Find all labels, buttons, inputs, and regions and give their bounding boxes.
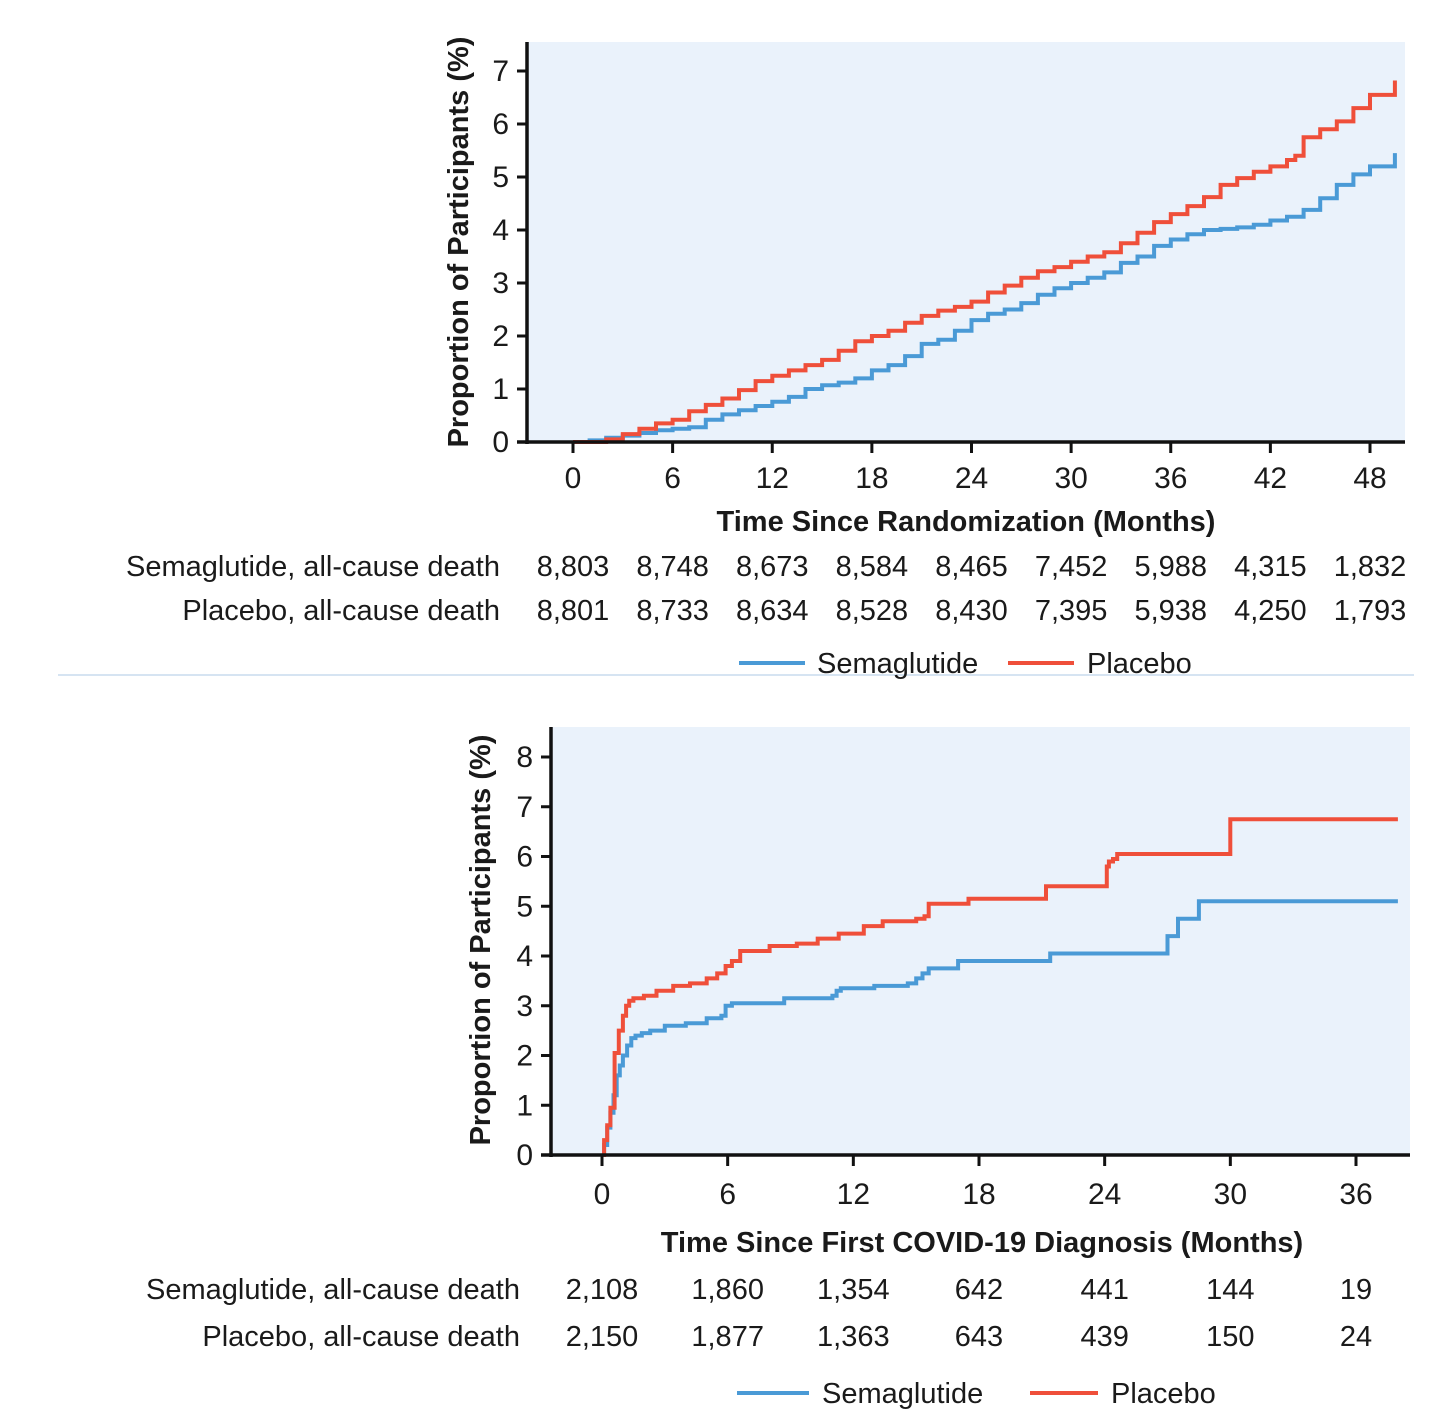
risk-cell: 19 (1340, 1274, 1372, 1306)
y-tick-label: 4 (516, 940, 533, 973)
x-tick-label: 12 (756, 462, 789, 495)
series-group (602, 817, 1398, 1157)
risk-cell: 8,748 (636, 551, 709, 583)
risk-row-label: Semaglutide, all-cause death (146, 1274, 520, 1306)
risk-cell: 1,354 (817, 1274, 890, 1306)
x-tick-label: 36 (1154, 462, 1187, 495)
risk-cell: 8,430 (935, 595, 1008, 627)
y-tick-label: 4 (492, 214, 509, 247)
x-tick-label: 30 (1054, 462, 1087, 495)
y-tick-label: 3 (492, 267, 509, 300)
y-tick-label: 2 (516, 1040, 533, 1073)
x-axis-title: Time Since First COVID-19 Diagnosis (Mon… (661, 1227, 1303, 1259)
legend: Semaglutide Placebo (739, 648, 1192, 680)
risk-cell: 8,465 (935, 551, 1008, 583)
risk-cell: 441 (1080, 1274, 1128, 1306)
risk-cell: 8,673 (736, 551, 809, 583)
risk-row-label: Placebo, all-cause death (202, 1321, 520, 1353)
y-tick-label: 2 (492, 320, 509, 353)
risk-table-row: Placebo, all-cause death 2,150 1,877 1,363 6… (202, 1321, 1372, 1353)
x-tick-label: 6 (719, 1178, 736, 1211)
risk-cell: 150 (1206, 1321, 1254, 1353)
risk-cell: 642 (955, 1274, 1003, 1306)
risk-cell: 7,395 (1035, 595, 1108, 627)
series-group (573, 80, 1397, 444)
x-tick-label: 0 (565, 462, 582, 495)
legend-label-semaglutide: Semaglutide (822, 1378, 983, 1409)
y-tick-label: 1 (516, 1089, 533, 1122)
y-tick-label: 5 (516, 890, 533, 923)
y-tick-label: 5 (492, 161, 509, 194)
risk-cell: 4,315 (1234, 551, 1307, 583)
plot-area (551, 727, 1410, 1155)
y-tick-label: 0 (492, 426, 509, 459)
x-tick-label: 18 (855, 462, 888, 495)
risk-cell: 2,108 (566, 1274, 639, 1306)
y-tick-label: 7 (516, 791, 533, 824)
risk-cell: 1,793 (1334, 595, 1407, 627)
x-tick-label: 24 (1088, 1178, 1121, 1211)
risk-table-row: Placebo, all-cause death 8,801 8,733 8,634 8… (182, 595, 1406, 627)
series-line-semaglutide (573, 153, 1397, 444)
risk-cell: 1,877 (691, 1321, 764, 1353)
x-tick-label: 18 (962, 1178, 995, 1211)
risk-cell: 439 (1080, 1321, 1128, 1353)
series-line-placebo (573, 80, 1397, 444)
y-tick-label: 3 (516, 990, 533, 1023)
risk-cell: 1,363 (817, 1321, 890, 1353)
risk-cell: 643 (955, 1321, 1003, 1353)
y-tick-label: 0 (516, 1139, 533, 1172)
risk-cell: 1,832 (1334, 551, 1407, 583)
risk-cell: 8,733 (636, 595, 709, 627)
risk-cell: 8,801 (537, 595, 610, 627)
x-tick-label: 48 (1353, 462, 1386, 495)
x-tick-label: 0 (594, 1178, 611, 1211)
y-tick-label: 1 (492, 373, 509, 406)
risk-cell: 1,860 (691, 1274, 764, 1306)
risk-cell: 5,938 (1134, 595, 1207, 627)
x-tick-label: 6 (664, 462, 681, 495)
legend-label-semaglutide: Semaglutide (817, 648, 978, 680)
risk-table: Semaglutide, all-cause death 2,108 1,860 1,… (146, 1274, 1372, 1353)
risk-cell: 144 (1206, 1274, 1254, 1306)
x-axis-title: Time Since Randomization (Months) (717, 506, 1216, 538)
risk-cell: 7,452 (1035, 551, 1108, 583)
risk-table: Semaglutide, all-cause death 8,803 8,748 8,… (126, 551, 1406, 627)
plot-area (527, 42, 1405, 442)
y-tick-label: 8 (516, 741, 533, 774)
x-tick-label: 30 (1214, 1178, 1247, 1211)
y-tick-label: 7 (492, 55, 509, 88)
y-tick-label: 6 (492, 108, 509, 141)
x-tick-label: 42 (1254, 462, 1287, 495)
y-tick-label: 6 (516, 841, 533, 874)
risk-table-row: Semaglutide, all-cause death 8,803 8,748 8,… (126, 551, 1406, 583)
risk-cell: 8,584 (836, 551, 909, 583)
legend-label-placebo: Placebo (1111, 1378, 1216, 1409)
legend: Semaglutide Placebo (737, 1378, 1216, 1409)
x-tick-label: 12 (837, 1178, 870, 1211)
risk-cell: 2,150 (566, 1321, 639, 1353)
legend-label-placebo: Placebo (1087, 648, 1192, 680)
risk-row-label: Semaglutide, all-cause death (126, 551, 500, 583)
x-tick-label: 36 (1339, 1178, 1372, 1211)
series-line-semaglutide (602, 899, 1398, 1157)
risk-cell: 4,250 (1234, 595, 1307, 627)
y-axis-title: Proportion of Participants (%) (465, 735, 497, 1146)
risk-table-row: Semaglutide, all-cause death 2,108 1,860 1,… (146, 1274, 1372, 1306)
risk-cell: 8,528 (836, 595, 909, 627)
y-axis-title: Proportion of Participants (%) (443, 37, 475, 448)
series-line-placebo (602, 817, 1398, 1157)
x-tick-label: 24 (955, 462, 988, 495)
risk-cell: 24 (1340, 1321, 1372, 1353)
risk-cell: 5,988 (1134, 551, 1207, 583)
risk-cell: 8,634 (736, 595, 809, 627)
risk-row-label: Placebo, all-cause death (182, 595, 500, 627)
risk-cell: 8,803 (537, 551, 610, 583)
